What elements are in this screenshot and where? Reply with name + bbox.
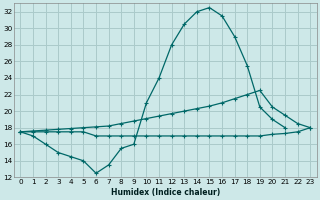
X-axis label: Humidex (Indice chaleur): Humidex (Indice chaleur) bbox=[111, 188, 220, 197]
